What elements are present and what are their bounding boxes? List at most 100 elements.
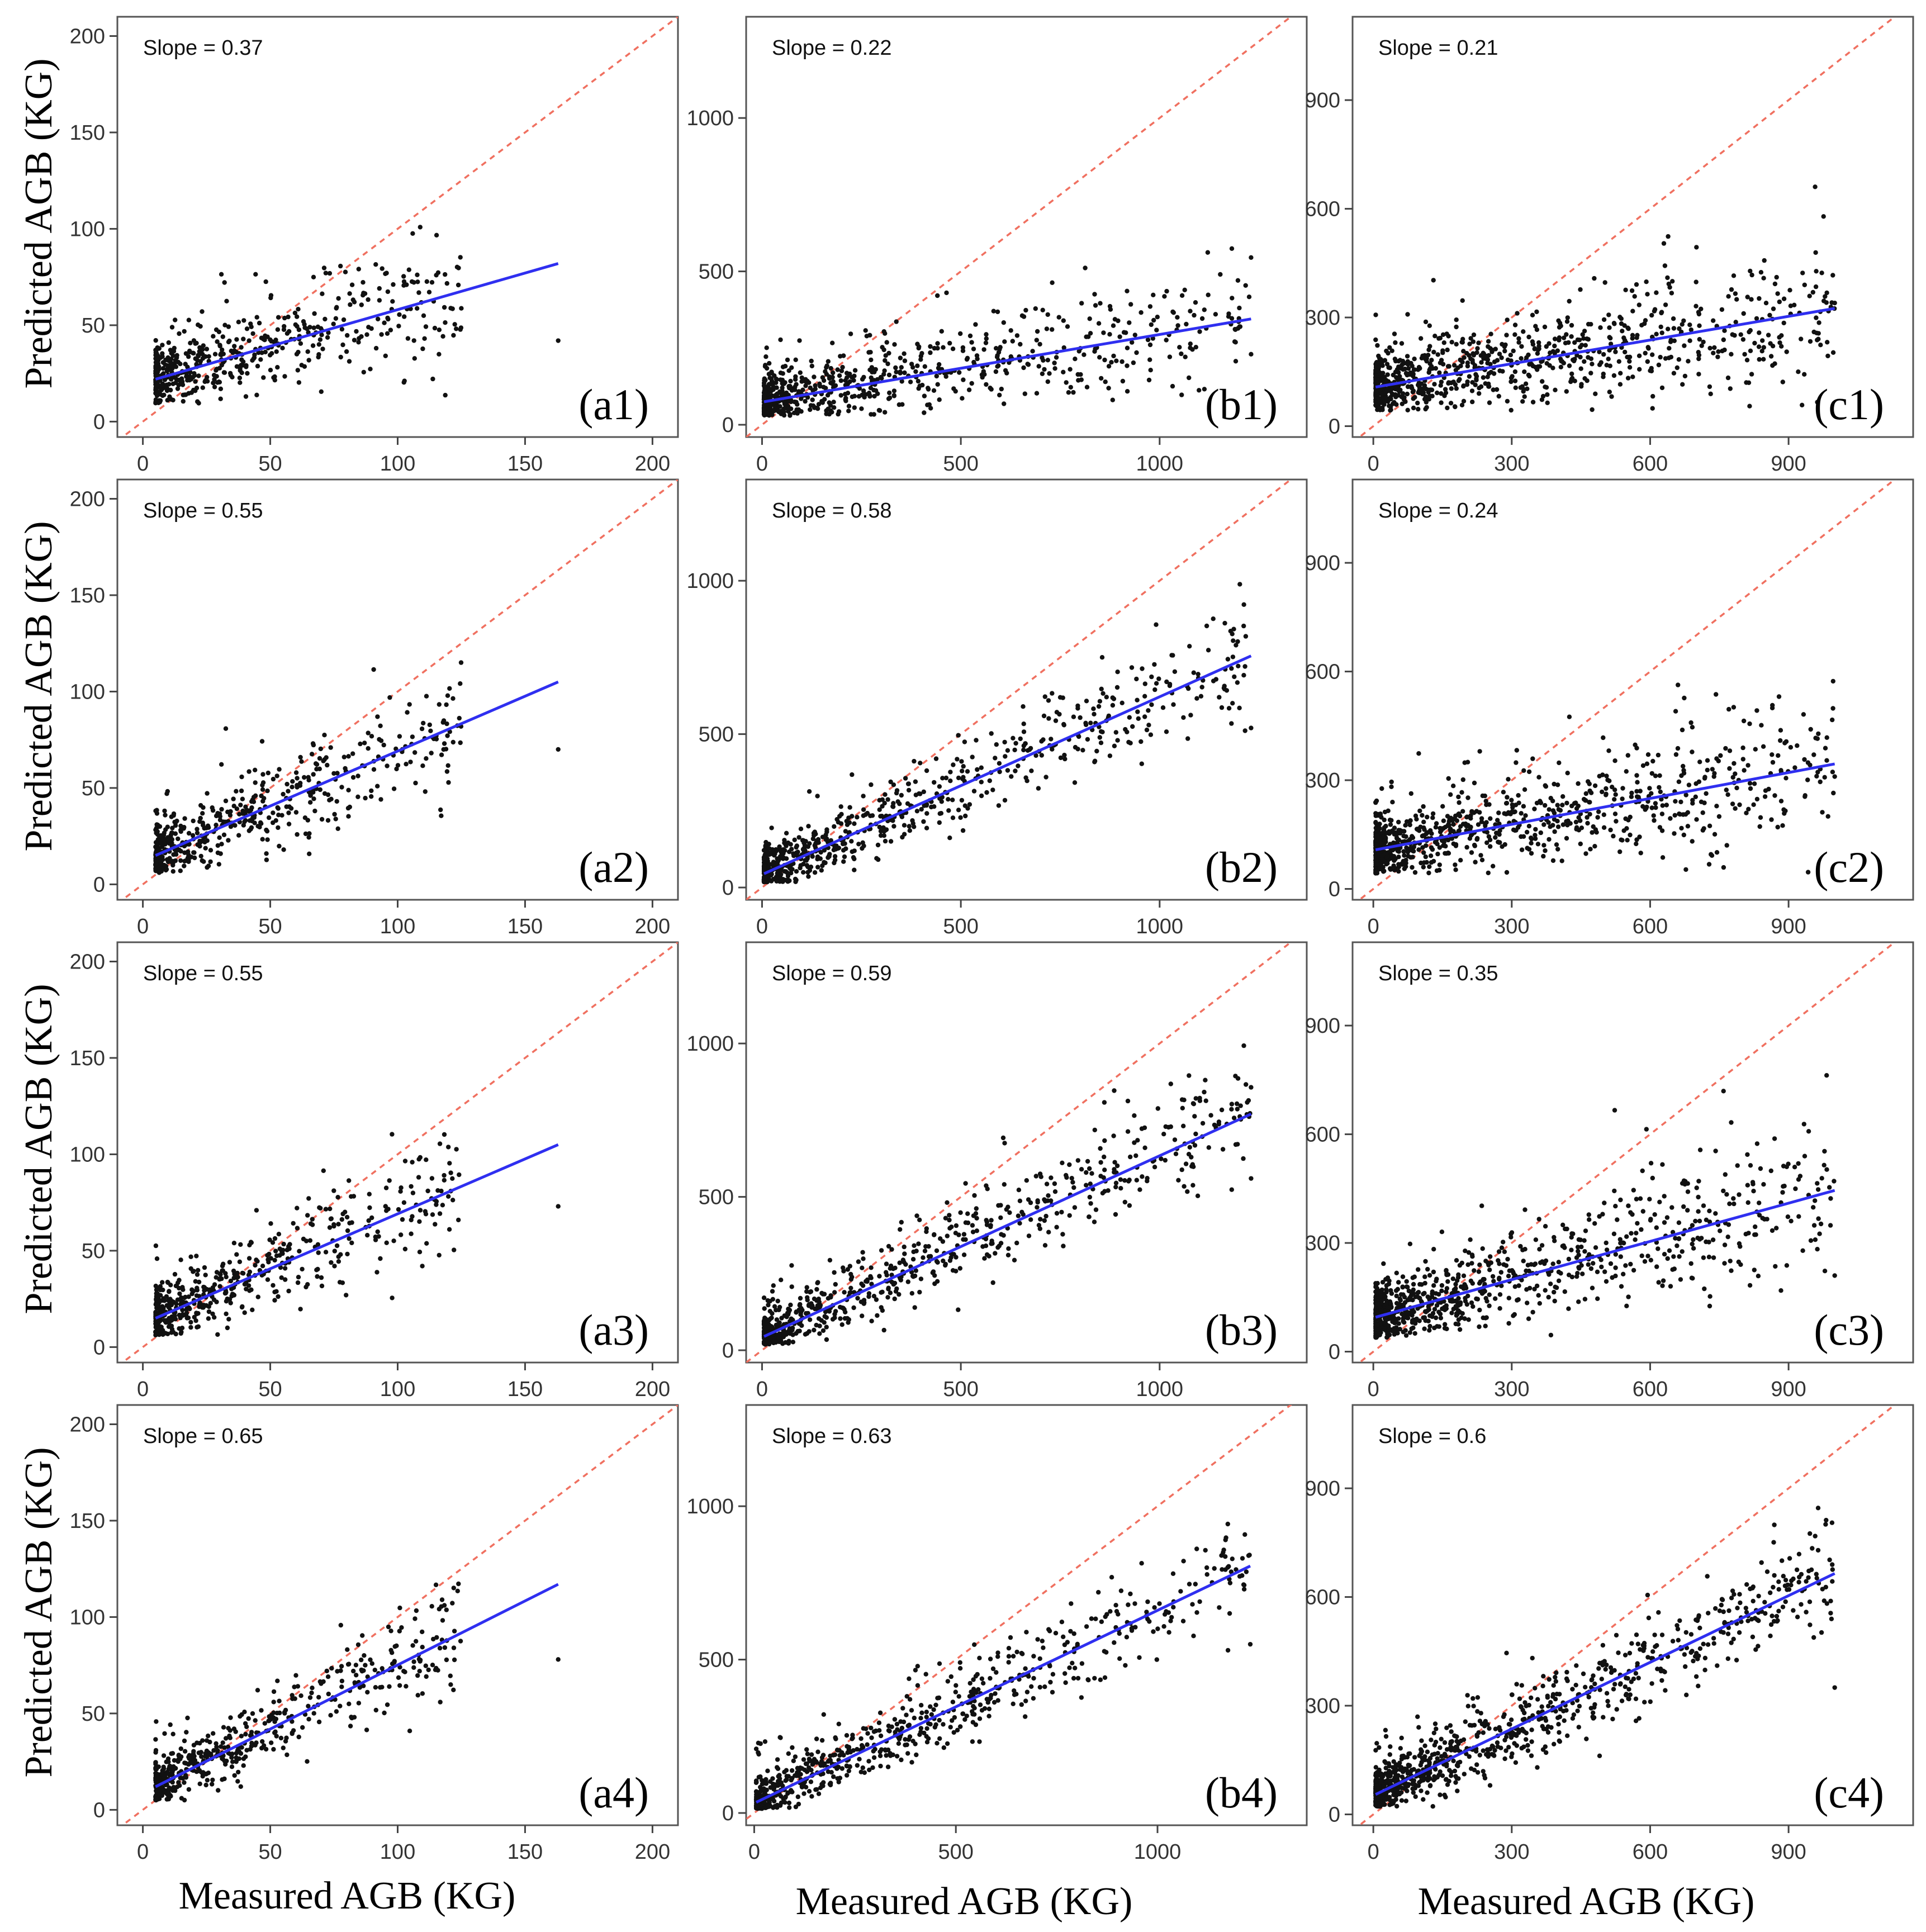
data-point bbox=[1441, 839, 1446, 845]
data-point bbox=[1813, 184, 1818, 189]
data-point bbox=[396, 1207, 401, 1212]
data-point bbox=[1774, 274, 1779, 280]
data-point bbox=[1583, 343, 1588, 348]
data-point bbox=[1553, 387, 1558, 392]
data-point bbox=[186, 354, 191, 359]
data-point bbox=[1432, 334, 1438, 339]
data-point bbox=[308, 793, 313, 798]
data-point bbox=[318, 1205, 323, 1211]
data-point bbox=[162, 1298, 167, 1303]
data-point bbox=[831, 400, 836, 405]
data-point bbox=[1617, 382, 1623, 387]
data-point bbox=[807, 789, 812, 794]
data-point bbox=[239, 788, 244, 794]
data-point bbox=[1081, 352, 1087, 357]
x-tick-label: 50 bbox=[258, 1378, 282, 1401]
data-point bbox=[215, 850, 221, 856]
data-point bbox=[877, 824, 883, 830]
data-point bbox=[1767, 312, 1772, 318]
data-point bbox=[1576, 828, 1582, 833]
data-point bbox=[917, 1217, 922, 1222]
data-point bbox=[222, 322, 227, 327]
data-point bbox=[1508, 407, 1514, 413]
data-point bbox=[1824, 290, 1829, 296]
data-point bbox=[1632, 294, 1637, 299]
data-point bbox=[1499, 355, 1504, 360]
data-point bbox=[1241, 673, 1246, 678]
data-point bbox=[346, 787, 351, 793]
data-point bbox=[1825, 814, 1830, 819]
data-point bbox=[1733, 806, 1738, 811]
data-point bbox=[1670, 279, 1675, 284]
data-point bbox=[202, 1265, 207, 1270]
data-point bbox=[366, 746, 371, 751]
data-point bbox=[1170, 383, 1175, 389]
data-point bbox=[1196, 672, 1201, 677]
data-point bbox=[1242, 664, 1247, 669]
data-point bbox=[1374, 833, 1380, 838]
data-point bbox=[1650, 758, 1655, 764]
data-point bbox=[1039, 739, 1044, 744]
data-point bbox=[852, 405, 857, 410]
data-point bbox=[290, 785, 295, 790]
data-point bbox=[1393, 340, 1398, 345]
data-point bbox=[806, 824, 811, 829]
data-point bbox=[1775, 824, 1780, 830]
data-point bbox=[1638, 851, 1643, 856]
data-point bbox=[1654, 331, 1659, 336]
data-point bbox=[284, 1247, 290, 1252]
data-point bbox=[1085, 737, 1090, 742]
data-point bbox=[1459, 402, 1465, 407]
data-point bbox=[1515, 311, 1520, 316]
data-point bbox=[915, 341, 920, 346]
data-point bbox=[1379, 360, 1384, 365]
data-point bbox=[1729, 352, 1734, 357]
data-point bbox=[935, 293, 940, 298]
data-point bbox=[1237, 305, 1242, 311]
data-point bbox=[1668, 339, 1673, 344]
data-point bbox=[456, 282, 461, 288]
data-point bbox=[272, 1257, 277, 1263]
data-point bbox=[1101, 330, 1106, 335]
data-point bbox=[850, 849, 855, 855]
data-point bbox=[956, 775, 961, 781]
data-point bbox=[352, 338, 357, 343]
data-point bbox=[1778, 738, 1783, 743]
data-point bbox=[1408, 846, 1413, 851]
data-point bbox=[1762, 794, 1768, 799]
data-point bbox=[299, 363, 304, 368]
data-point bbox=[799, 379, 804, 384]
data-point bbox=[1515, 825, 1521, 830]
data-point bbox=[409, 1184, 414, 1189]
data-point bbox=[193, 356, 198, 361]
data-point bbox=[1147, 342, 1153, 348]
data-point bbox=[240, 1271, 246, 1276]
data-point bbox=[201, 805, 206, 810]
data-point bbox=[1742, 768, 1747, 773]
data-point bbox=[1686, 782, 1692, 787]
data-point bbox=[1058, 755, 1064, 761]
data-point bbox=[271, 1283, 276, 1288]
data-point bbox=[400, 1217, 405, 1222]
data-point bbox=[274, 349, 279, 354]
data-point bbox=[1601, 735, 1606, 740]
data-point bbox=[1657, 785, 1662, 790]
data-point bbox=[223, 819, 229, 824]
data-point bbox=[1224, 688, 1230, 693]
data-point bbox=[1625, 838, 1630, 843]
data-point bbox=[1110, 702, 1116, 708]
data-point bbox=[1487, 802, 1492, 807]
data-point bbox=[1123, 727, 1128, 732]
data-point bbox=[422, 336, 427, 341]
data-point bbox=[882, 800, 887, 806]
data-point bbox=[1731, 761, 1737, 766]
data-point bbox=[248, 1240, 254, 1245]
data-point bbox=[334, 1243, 340, 1249]
data-point bbox=[307, 1238, 313, 1243]
slope-annotation: Slope = 0.24 bbox=[1378, 499, 1498, 523]
x-tick-label: 100 bbox=[380, 915, 415, 938]
data-point bbox=[1096, 704, 1102, 709]
data-point bbox=[265, 334, 270, 339]
data-point bbox=[303, 831, 309, 837]
